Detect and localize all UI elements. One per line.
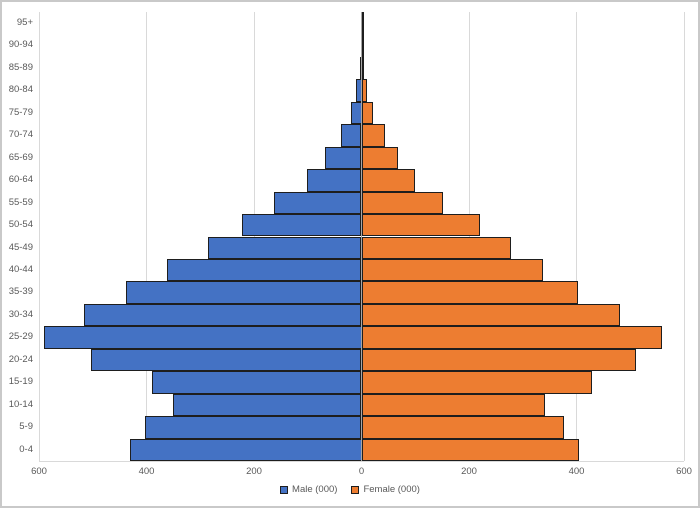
bar-male-75-79 — [350, 101, 362, 125]
bar-female-90-94 — [361, 34, 364, 57]
y-axis-label: 45-49 — [8, 241, 33, 253]
bar-female-50-54 — [361, 214, 480, 237]
y-axis-label: 95+ — [16, 17, 33, 28]
bar-female-45-49 — [361, 236, 512, 259]
y-axis-label: 85-89 — [8, 61, 33, 73]
y-axis-label: 5-9 — [19, 421, 33, 433]
bar-male-60-64 — [307, 169, 362, 192]
x-axis-label: 400 — [568, 466, 585, 477]
bar-female-70-74 — [361, 124, 386, 147]
bar-female-35-39 — [361, 281, 578, 304]
legend-swatch-female — [351, 485, 360, 494]
y-axis-label: 55-59 — [8, 196, 33, 208]
x-axis-label: 600 — [31, 466, 47, 477]
bar-male-35-39 — [126, 281, 362, 304]
y-axis-label: 65-69 — [8, 151, 33, 163]
y-axis-label: 60-64 — [8, 174, 33, 186]
y-axis-label: 0-4 — [19, 443, 33, 455]
y-axis-label: 25-29 — [8, 331, 33, 343]
bar-female-60-64 — [361, 169, 416, 192]
x-axis-label: 200 — [246, 466, 262, 477]
bar-male-45-49 — [207, 236, 362, 259]
bar-female-10-14 — [361, 393, 545, 417]
legend: Male (000) Female (000) — [2, 484, 698, 495]
y-axis-label: 40-44 — [8, 263, 33, 275]
gridline — [576, 12, 577, 461]
bar-female-0-4 — [361, 438, 580, 461]
y-axis-label: 80-84 — [8, 84, 33, 96]
bar-male-15-19 — [152, 371, 362, 394]
y-axis-label: 50-54 — [8, 219, 33, 231]
plot-area — [38, 12, 685, 462]
bar-female-80-84 — [361, 79, 367, 102]
bar-female-85-89 — [361, 56, 364, 80]
bar-male-20-24 — [90, 348, 362, 372]
legend-swatch-male — [280, 485, 289, 494]
y-axis-label: 30-34 — [8, 308, 33, 320]
y-axis-label: 20-24 — [8, 353, 33, 365]
bar-male-0-4 — [130, 438, 362, 461]
bar-female-40-44 — [361, 258, 544, 282]
bar-female-25-29 — [361, 326, 662, 349]
bar-male-40-44 — [166, 258, 362, 282]
y-axis-label: 70-74 — [8, 129, 33, 141]
legend-item-male: Male (000) — [280, 484, 337, 495]
y-axis-label: 15-19 — [8, 376, 33, 388]
bar-male-70-74 — [340, 124, 362, 147]
y-axis-label: 75-79 — [8, 106, 33, 118]
bar-female-15-19 — [361, 371, 593, 394]
bar-male-65-69 — [324, 146, 362, 170]
bar-female-20-24 — [361, 348, 637, 372]
bar-female-95+ — [361, 12, 364, 35]
x-axis-label: 200 — [461, 466, 477, 477]
y-axis-label: 35-39 — [8, 286, 33, 298]
legend-item-female: Female (000) — [351, 484, 420, 495]
gridline — [146, 12, 147, 461]
bar-male-5-9 — [145, 416, 362, 439]
x-axis-label: 0 — [358, 466, 365, 477]
bar-female-75-79 — [361, 101, 374, 125]
bar-female-55-59 — [361, 191, 444, 215]
legend-label-female: Female (000) — [363, 484, 420, 495]
bar-male-25-29 — [44, 326, 362, 349]
bar-female-65-69 — [361, 146, 399, 170]
center-axis-line — [361, 12, 362, 461]
bar-female-5-9 — [361, 416, 564, 439]
x-axis-label: 400 — [138, 466, 155, 477]
bar-male-50-54 — [242, 214, 362, 237]
bar-male-80-84 — [356, 79, 362, 102]
bar-male-10-14 — [172, 393, 362, 417]
y-axis-label: 90-94 — [8, 39, 33, 51]
gridline — [38, 12, 40, 461]
bar-female-30-34 — [361, 303, 620, 327]
legend-label-male: Male (000) — [292, 484, 338, 495]
gridline — [683, 12, 685, 461]
bar-male-30-34 — [83, 303, 362, 327]
y-axis-label: 10-14 — [8, 398, 33, 410]
bar-male-55-59 — [274, 191, 362, 215]
x-axis-label: 600 — [676, 466, 692, 477]
